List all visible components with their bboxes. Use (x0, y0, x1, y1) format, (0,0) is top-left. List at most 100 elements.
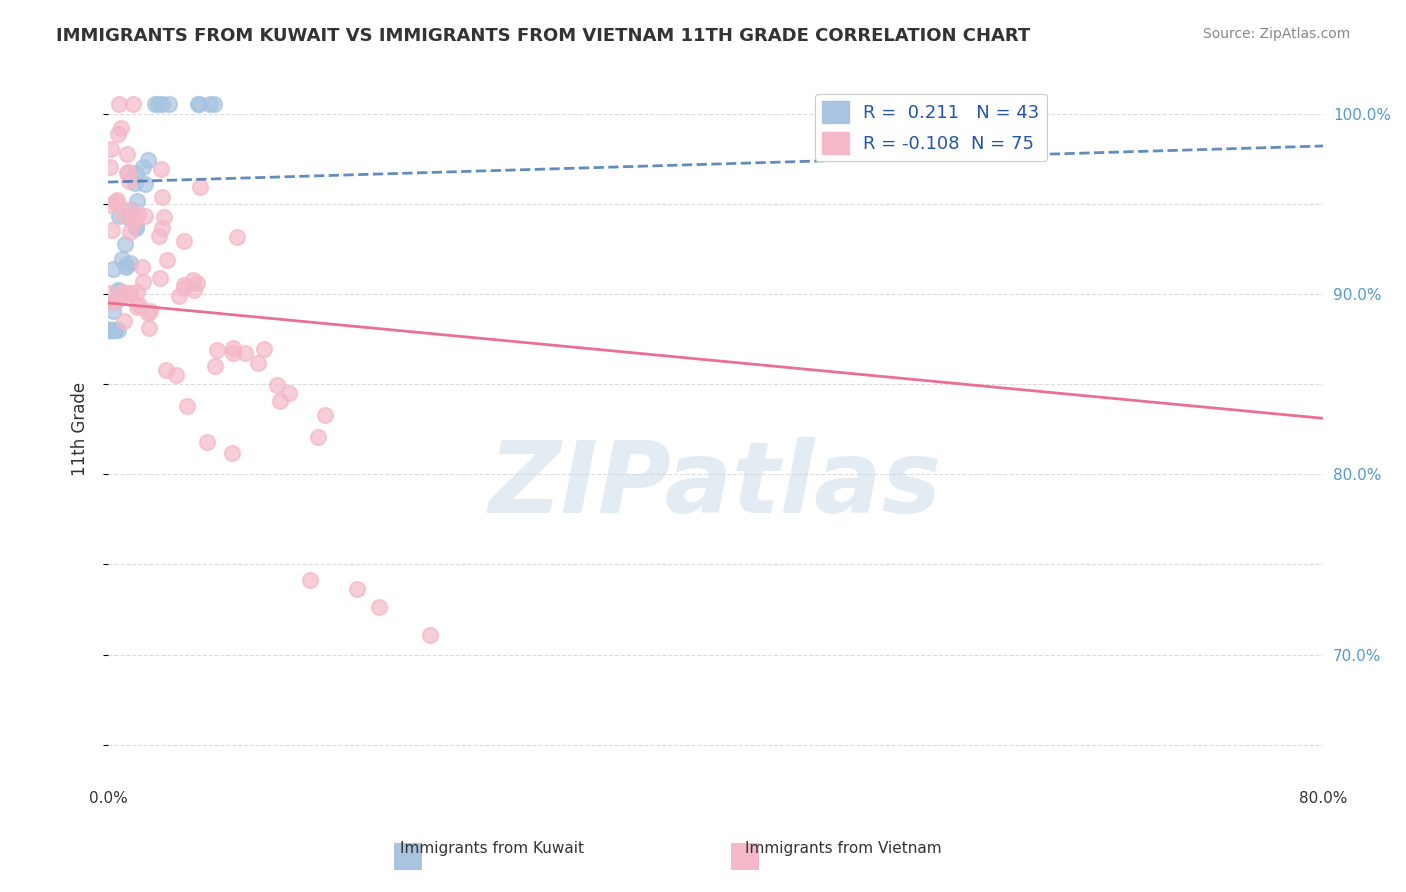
Point (150, 220, 173, 235)
Point (127, 207, 149, 221)
Point (108, 209, 131, 223)
Point (269, 394, 291, 409)
Point (195, 434, 218, 449)
Point (103, 295, 125, 310)
Point (104, 323, 127, 337)
Point (117, 165, 139, 179)
Point (118, 287, 141, 301)
Point (187, 97, 209, 112)
Point (127, 300, 149, 314)
Point (98, 323, 121, 337)
Point (108, 97, 131, 112)
Point (266, 378, 288, 392)
Point (125, 219, 148, 233)
Point (111, 285, 134, 300)
Point (200, 97, 222, 112)
Point (118, 174, 141, 188)
Point (346, 582, 368, 597)
Point (114, 237, 136, 252)
Point (112, 314, 135, 328)
Point (368, 600, 391, 615)
Point (101, 323, 124, 337)
Point (132, 161, 155, 175)
Point (101, 261, 124, 276)
Point (152, 211, 174, 225)
Point (314, 408, 336, 422)
Point (165, 368, 187, 382)
Point (100, 323, 122, 337)
Point (148, 229, 170, 244)
Point (222, 341, 245, 355)
Point (148, 97, 170, 112)
Point (117, 202, 139, 217)
Y-axis label: 11th Grade: 11th Grade (72, 382, 89, 476)
Point (111, 285, 134, 299)
Point (149, 271, 172, 285)
Point (136, 153, 159, 167)
Point (233, 346, 256, 360)
Point (188, 180, 211, 194)
Point (112, 207, 135, 221)
Point (176, 399, 198, 413)
Point (136, 306, 159, 320)
Point (125, 221, 148, 235)
Point (131, 260, 153, 275)
Point (188, 97, 211, 112)
Text: Source: ZipAtlas.com: Source: ZipAtlas.com (1202, 27, 1350, 41)
Point (101, 323, 124, 337)
Point (118, 211, 141, 225)
Point (101, 223, 124, 237)
Point (97, 323, 120, 337)
Point (134, 178, 156, 192)
Point (103, 323, 125, 337)
Point (157, 97, 180, 112)
Point (226, 230, 249, 244)
Point (246, 356, 269, 370)
Point (124, 176, 146, 190)
Point (121, 97, 143, 112)
Point (278, 386, 301, 401)
Point (125, 166, 148, 180)
Point (150, 161, 173, 176)
Point (152, 190, 174, 204)
Point (181, 273, 204, 287)
Point (128, 298, 150, 312)
Point (103, 323, 125, 337)
Point (204, 97, 226, 112)
Point (419, 628, 441, 642)
Point (122, 211, 145, 226)
Point (150, 97, 173, 112)
Point (138, 321, 160, 335)
Point (205, 343, 228, 358)
Point (156, 252, 179, 267)
Point (101, 304, 124, 318)
Point (100, 198, 122, 212)
Point (169, 289, 191, 303)
Point (125, 194, 148, 209)
Point (115, 166, 138, 180)
Point (118, 285, 141, 300)
Text: ZIPatlas: ZIPatlas (489, 437, 942, 534)
Point (107, 283, 129, 297)
Point (183, 283, 205, 297)
Text: Immigrants from Kuwait: Immigrants from Kuwait (401, 841, 583, 856)
Point (222, 346, 245, 360)
Point (104, 195, 127, 210)
Point (107, 323, 129, 337)
Point (118, 256, 141, 270)
Point (100, 143, 122, 157)
Point (204, 359, 226, 373)
Point (108, 291, 131, 305)
Point (117, 147, 139, 161)
Point (110, 121, 132, 136)
Point (111, 252, 134, 267)
Point (98, 323, 121, 337)
Point (104, 294, 127, 309)
Point (307, 430, 329, 444)
Point (105, 193, 128, 207)
Point (118, 225, 141, 239)
Point (98, 323, 121, 337)
Point (98, 160, 121, 174)
Point (253, 342, 276, 356)
Point (155, 363, 177, 377)
